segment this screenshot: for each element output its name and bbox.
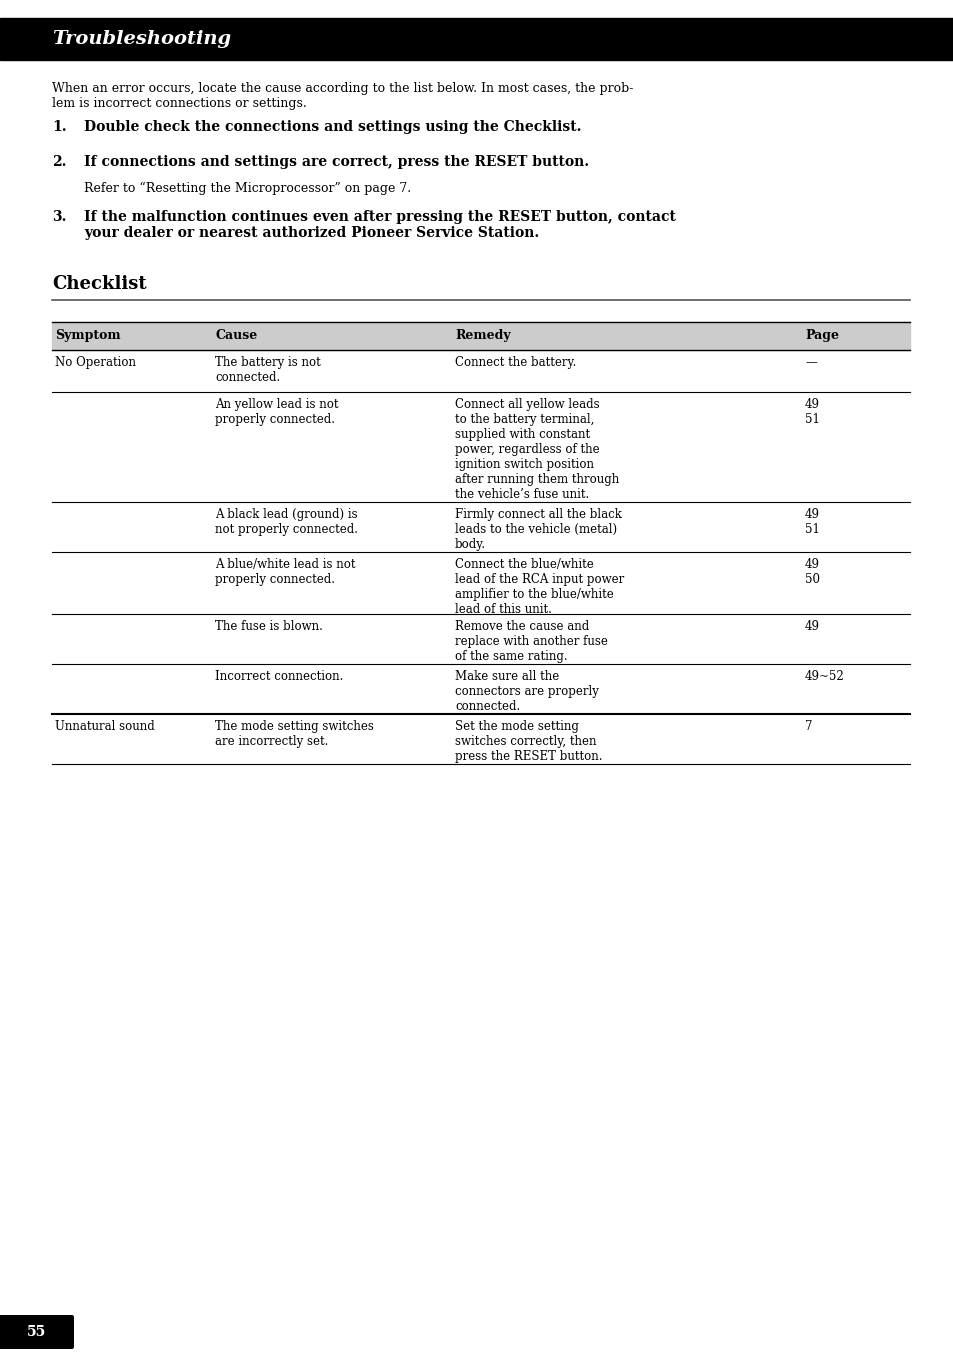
- Text: The mode setting switches
are incorrectly set.: The mode setting switches are incorrectl…: [214, 720, 374, 748]
- Text: Checklist: Checklist: [52, 275, 147, 293]
- Text: Double check the connections and settings using the Checklist.: Double check the connections and setting…: [84, 121, 581, 134]
- Text: A blue/white lead is not
properly connected.: A blue/white lead is not properly connec…: [214, 558, 355, 585]
- Text: —: —: [804, 356, 816, 369]
- FancyBboxPatch shape: [0, 1314, 74, 1350]
- Text: Symptom: Symptom: [55, 329, 120, 343]
- Text: Connect the battery.: Connect the battery.: [455, 356, 576, 369]
- Text: 49: 49: [804, 621, 820, 633]
- Text: An yellow lead is not
properly connected.: An yellow lead is not properly connected…: [214, 398, 338, 425]
- Text: 49~52: 49~52: [804, 669, 843, 683]
- Text: If connections and settings are correct, press the RESET button.: If connections and settings are correct,…: [84, 154, 589, 169]
- Text: Firmly connect all the black
leads to the vehicle (metal)
body.: Firmly connect all the black leads to th…: [455, 508, 621, 551]
- Text: Make sure all the
connectors are properly
connected.: Make sure all the connectors are properl…: [455, 669, 598, 713]
- Text: Set the mode setting
switches correctly, then
press the RESET button.: Set the mode setting switches correctly,…: [455, 720, 602, 763]
- Text: Unnatural sound: Unnatural sound: [55, 720, 154, 733]
- Text: A black lead (ground) is
not properly connected.: A black lead (ground) is not properly co…: [214, 508, 357, 537]
- Text: Connect the blue/white
lead of the RCA input power
amplifier to the blue/white
l: Connect the blue/white lead of the RCA i…: [455, 558, 623, 617]
- Text: 2.: 2.: [52, 154, 67, 169]
- Text: 7: 7: [804, 720, 812, 733]
- Text: Troubleshooting: Troubleshooting: [52, 30, 231, 47]
- Text: 49
50: 49 50: [804, 558, 820, 585]
- Text: 49
51: 49 51: [804, 398, 820, 425]
- Text: 55: 55: [27, 1325, 46, 1339]
- Text: The fuse is blown.: The fuse is blown.: [214, 621, 322, 633]
- Text: If the malfunction continues even after pressing the RESET button, contact
your : If the malfunction continues even after …: [84, 210, 675, 240]
- Text: 3.: 3.: [52, 210, 67, 224]
- Text: Connect all yellow leads
to the battery terminal,
supplied with constant
power, : Connect all yellow leads to the battery …: [455, 398, 618, 501]
- Text: When an error occurs, locate the cause according to the list below. In most case: When an error occurs, locate the cause a…: [52, 83, 633, 110]
- Text: No Operation: No Operation: [55, 356, 136, 369]
- Bar: [52, 322, 909, 350]
- Text: 1.: 1.: [52, 121, 67, 134]
- Bar: [0, 18, 953, 60]
- Text: Remove the cause and
replace with another fuse
of the same rating.: Remove the cause and replace with anothe…: [455, 621, 607, 663]
- Text: The battery is not
connected.: The battery is not connected.: [214, 356, 320, 383]
- Text: Remedy: Remedy: [455, 329, 510, 343]
- Text: Refer to “Resetting the Microprocessor” on page 7.: Refer to “Resetting the Microprocessor” …: [84, 182, 411, 195]
- Text: Incorrect connection.: Incorrect connection.: [214, 669, 343, 683]
- Text: Cause: Cause: [214, 329, 257, 343]
- Text: Page: Page: [804, 329, 838, 343]
- Text: 49
51: 49 51: [804, 508, 820, 537]
